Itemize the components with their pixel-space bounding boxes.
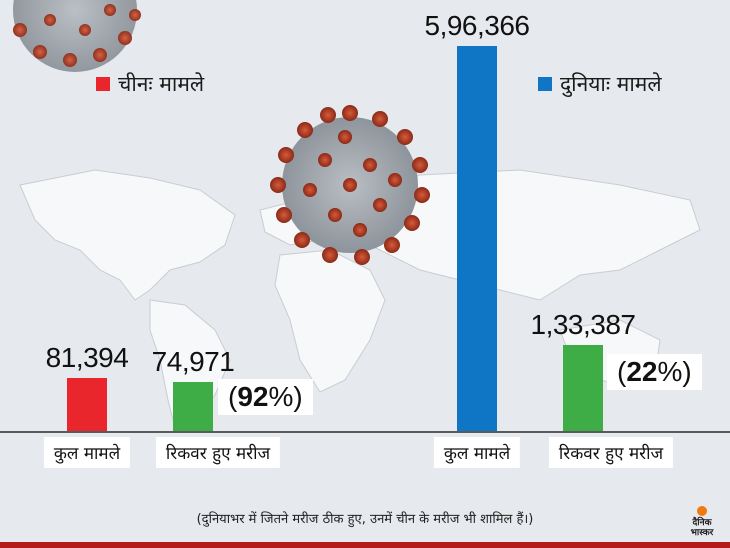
legend-china: चीनः मामले [96,70,204,98]
publisher-logo: दैनिक भास्कर [682,504,722,540]
bottom-strip [0,542,730,548]
virus-image [270,105,430,265]
percent-symbol-world: % [657,356,683,387]
legend-world-label: दुनियाः मामले [560,72,662,96]
percent-label-world: (22%) [607,354,702,390]
percent-number-world: 22 [626,356,658,387]
percent-number-china: 92 [237,381,269,412]
category-label-china-total: कुल मामले [43,437,131,468]
legend-world: दुनियाः मामले [538,70,662,98]
chart-baseline [0,431,730,433]
category-label-world-total: कुल मामले [433,437,521,468]
legend-china-label: चीनः मामले [118,72,205,96]
north-america-shape [19,169,236,301]
logo-line-1: दैनिक [692,518,712,528]
legend-china-swatch [96,77,110,91]
virus-corner-image [13,0,141,72]
bar-world-total [457,46,497,431]
value-label-world-total: 5,96,366 [424,10,531,41]
logo-sun-icon [697,506,707,516]
value-label-world-recovered: 1,33,387 [530,309,637,340]
bar-china-total [67,378,107,431]
category-label-world-recovered: रिकवर हुए मरीज [548,437,674,468]
percent-symbol-china: % [268,381,294,412]
legend-world-swatch [538,77,552,91]
bar-world-recovered [563,345,603,431]
footnote: (दुनियाभर में जितने मरीज ठीक हुए, उनमें … [196,512,534,527]
category-label-china-recovered: रिकवर हुए मरीज [155,437,281,468]
percent-label-china: (92%) [218,379,313,415]
value-label-china-recovered: 74,971 [151,346,235,377]
value-label-china-total: 81,394 [45,342,129,373]
logo-line-2: भास्कर [690,528,714,538]
bar-china-recovered [173,382,213,431]
africa-shape [274,249,386,393]
